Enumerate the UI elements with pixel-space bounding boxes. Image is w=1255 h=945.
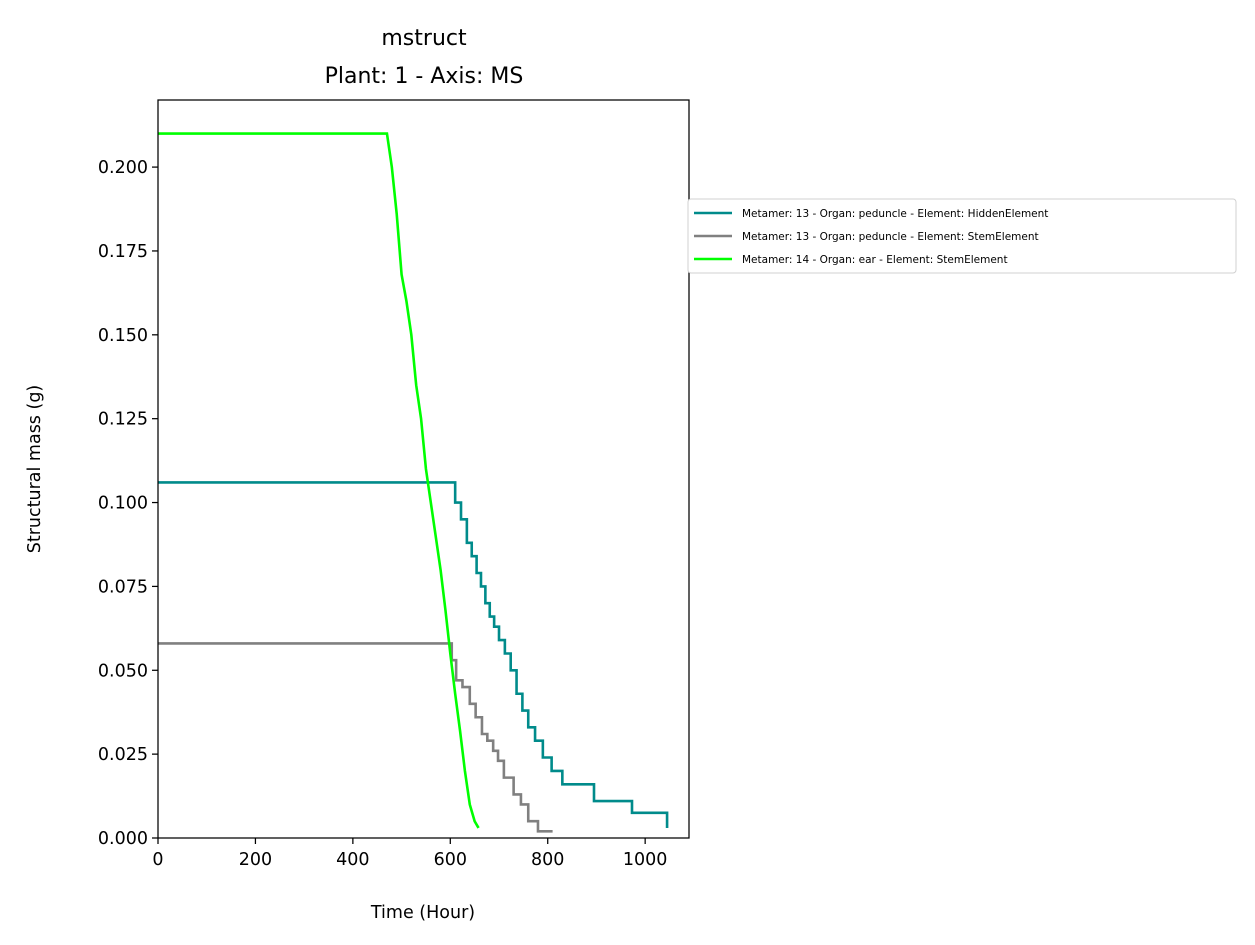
y-tick-label: 0.150 [98,326,148,346]
legend-box [687,198,1237,274]
y-axis: 0.000 0.025 0.050 0.075 0.100 0.125 0.150 0.175… [98,158,158,849]
x-tick-label: 400 [336,850,369,870]
y-tick-label: 0.100 [98,494,148,514]
y-tick-label: 0.025 [98,745,148,765]
x-axis-label: Time (Hour) [370,903,475,923]
series-line-ear-stem-element [158,132,480,829]
legend: Metamer: 13 - Organ: peduncle - Element:… [687,198,1237,274]
x-tick-label: 600 [434,850,467,870]
x-tick-label: 0 [152,850,163,870]
y-tick-label: 0.050 [98,661,148,681]
y-tick-label: 0.200 [98,158,148,178]
x-tick-label: 800 [531,850,564,870]
x-tick-label: 200 [239,850,272,870]
axes-frame [157,99,690,839]
x-tick-label: 1000 [623,850,668,870]
legend-label-peduncle-stem-element: Metamer: 13 - Organ: peduncle - Element:… [742,231,1039,243]
series-line-peduncle-stem-element [158,642,553,833]
y-axis-label: Structural mass (g) [25,385,45,554]
y-tick-label: 0.000 [98,829,148,849]
chart-title: mstruct [381,26,467,51]
legend-label-hidden-element: Metamer: 13 - Organ: peduncle - Element:… [742,208,1048,220]
y-tick-label: 0.175 [98,242,148,262]
y-tick-label: 0.125 [98,410,148,430]
series-line-hidden-element [158,481,669,828]
plot-area [158,132,669,833]
y-tick-label: 0.075 [98,577,148,597]
x-axis: 0 200 400 600 800 1000 [152,838,667,870]
chart-subtitle: Plant: 1 - Axis: MS [325,64,524,89]
legend-label-ear-stem-element: Metamer: 14 - Organ: ear - Element: Stem… [742,254,1008,266]
